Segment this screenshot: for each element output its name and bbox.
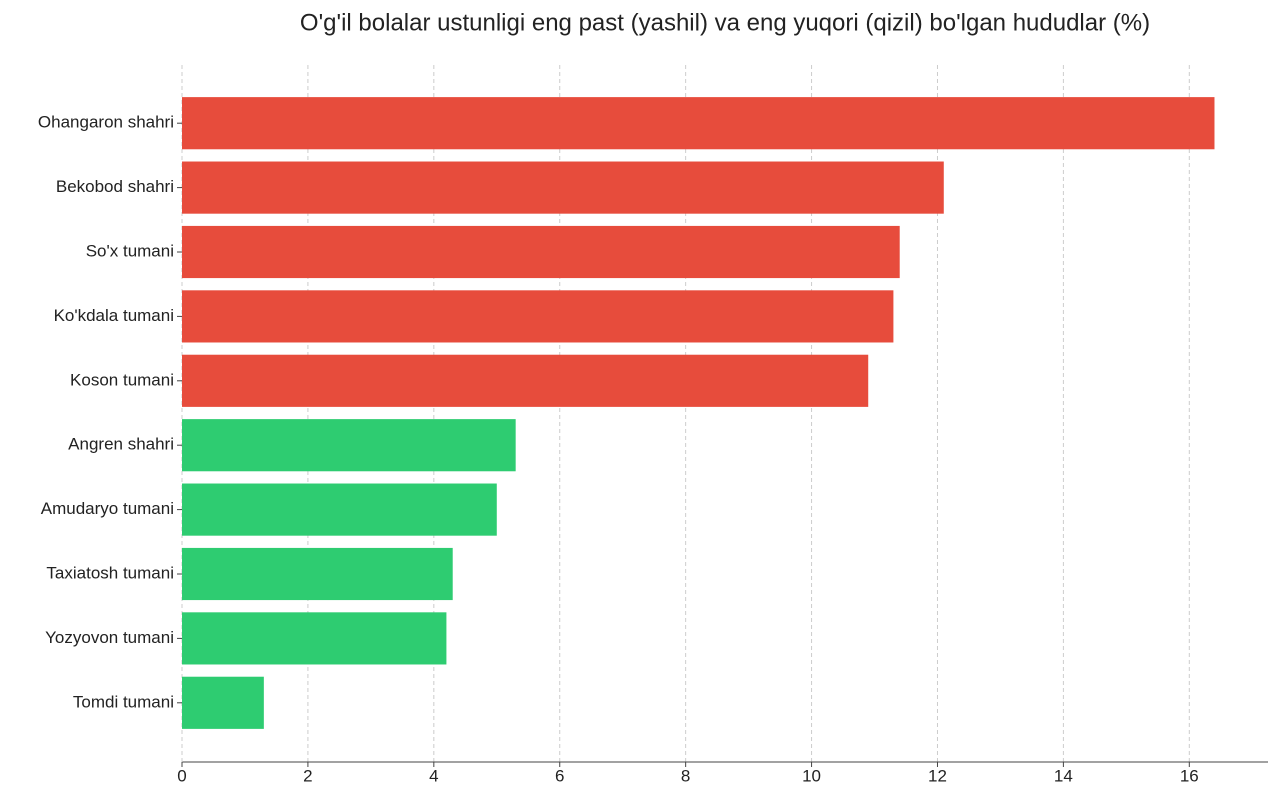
y-tick-label: Amudaryo tumani	[41, 499, 174, 518]
bar	[182, 419, 516, 472]
y-tick-label: Angren shahri	[68, 435, 174, 454]
y-tick-label: Bekobod shahri	[56, 177, 174, 196]
bar	[182, 97, 1215, 150]
x-tick-label: 16	[1180, 766, 1199, 785]
chart-title: O'g'il bolalar ustunligi eng past (yashi…	[300, 9, 1150, 36]
bar	[182, 547, 453, 601]
bar	[182, 612, 447, 665]
bar	[182, 290, 894, 343]
bar	[182, 161, 944, 214]
x-tick-label: 2	[303, 766, 312, 785]
y-tick-label: Koson tumani	[70, 370, 174, 389]
x-tick-label: 0	[177, 766, 186, 785]
y-tick-label: Taxiatosh tumani	[46, 563, 174, 582]
x-tick-label: 4	[429, 766, 438, 785]
y-tick-label: Yozyovon tumani	[45, 628, 174, 647]
y-tick-label: Ko'kdala tumani	[54, 306, 174, 325]
bar	[182, 225, 900, 279]
x-tick-label: 14	[1054, 766, 1073, 785]
x-tick-label: 6	[555, 766, 564, 785]
x-tick-label: 10	[802, 766, 821, 785]
x-tick-label: 12	[928, 766, 947, 785]
y-tick-label: So'x tumani	[86, 241, 174, 260]
bar	[182, 354, 869, 407]
y-tick-label: Ohangaron shahri	[38, 113, 174, 132]
bar	[182, 483, 497, 536]
bar	[182, 676, 264, 729]
y-tick-label: Tomdi tumani	[73, 692, 174, 711]
x-tick-label: 8	[681, 766, 690, 785]
